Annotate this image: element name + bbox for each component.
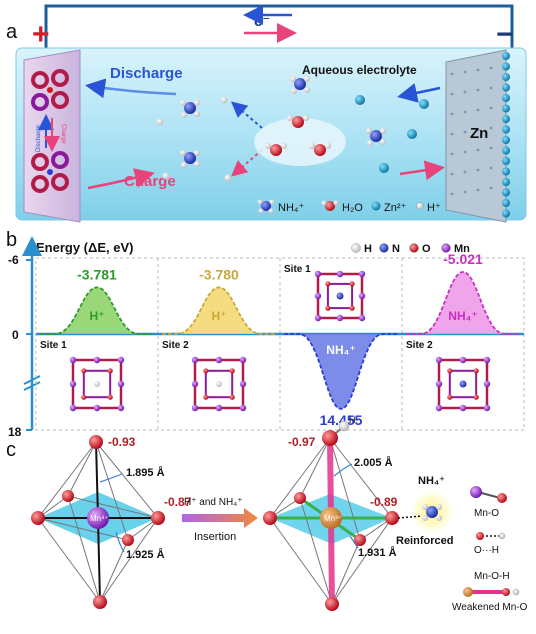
- y-tick-top: -6: [8, 253, 19, 267]
- zinc-anode: [445, 49, 507, 223]
- energy-peak-4: [406, 272, 520, 334]
- panel-b: b Energy (ΔE, eV) H N O Mn -6 0 18 -3.781 H⁺…: [6, 229, 525, 439]
- mn4-label: Mn⁴⁺: [90, 514, 109, 523]
- ion-label-4: NH₄⁺: [448, 309, 477, 323]
- panel-c: c Mn⁴⁺ -0.93 -0.87: [6, 415, 528, 613]
- panel-a-label: a: [6, 21, 18, 43]
- h-atom-label: H: [349, 415, 356, 425]
- legend-label-mn: Mn: [454, 243, 470, 255]
- discharge-arrow: [85, 78, 177, 99]
- hydrogen-bond: [397, 515, 423, 519]
- legend-weakened: Weakened Mn-O: [452, 602, 528, 613]
- energy-curve-1: [40, 286, 154, 335]
- legend-nh4: NH₄⁺: [278, 202, 304, 214]
- cathode-structure-bottom: [31, 151, 69, 193]
- energy-value-1: -3.781: [77, 266, 117, 282]
- energy-cell-3: 14.455 NH₄⁺ Site 1: [284, 264, 398, 428]
- site-label-1: Site 1: [40, 340, 67, 351]
- energy-curve-2: [162, 286, 276, 335]
- crystal-structures: [69, 270, 491, 412]
- energy-value-2: -3.780: [199, 266, 239, 282]
- discharge-label: Discharge: [110, 65, 183, 82]
- inner-discharge-label: Discharge: [36, 124, 42, 152]
- dissociation-arrow: [230, 101, 263, 129]
- energy-value-4: -5.021: [443, 251, 483, 267]
- energy-peak-1: [40, 287, 154, 334]
- legend-label-h: H: [364, 243, 372, 255]
- insertion-arrow: [182, 508, 258, 528]
- panel-b-label: b: [6, 229, 17, 251]
- site-label-4: Site 2: [406, 340, 433, 351]
- ammonium-molecules: [180, 76, 386, 168]
- legend-dot-mn: [441, 243, 451, 253]
- legend-h2o: H₂O: [342, 202, 363, 214]
- y-tick-bottom: 18: [8, 425, 22, 439]
- right-charge-right: -0.89: [370, 495, 398, 509]
- y-tick-zero: 0: [12, 328, 19, 342]
- energy-cell-2: -3.780 H⁺ Site 2: [162, 266, 276, 351]
- energy-value-3: 14.455: [320, 412, 363, 428]
- zn-discharge-arrow: [397, 83, 441, 103]
- bond-legend: Mn-O O···H Mn-O-H Weakened Mn-O: [452, 486, 528, 613]
- energy-peak-3: [284, 334, 398, 409]
- left-bond-upper: 1.895 Å: [126, 466, 165, 479]
- octahedron-before: [31, 435, 165, 609]
- nh4-molecule: [422, 504, 442, 521]
- zn-charge-arrow: [399, 160, 445, 181]
- electrolyte-label: Aqueous electrolyte: [302, 63, 417, 77]
- mn3-label: Mn³⁺: [324, 514, 342, 523]
- panel-a-legend: NH₄⁺ H₂O Zn²⁺ H⁺: [257, 199, 441, 214]
- axis-break: [23, 375, 41, 391]
- octahedron-after: [263, 420, 399, 611]
- association-arrow: [230, 149, 263, 177]
- reinforced-label: Reinforced: [396, 535, 453, 547]
- legend-mn-o-h: Mn-O-H: [474, 571, 510, 582]
- site-label-2: Site 2: [162, 340, 189, 351]
- panel-a: a + − e⁻ Discharge Charge: [6, 4, 527, 223]
- energy-peak-2: [162, 287, 276, 334]
- inner-charge-label: Charge: [60, 124, 66, 144]
- free-ions: [156, 95, 429, 182]
- legend-label-o: O: [422, 243, 431, 255]
- right-bond-upper: 2.005 Å: [354, 456, 393, 469]
- energy-cell-1: -3.781 H⁺ Site 1: [40, 266, 154, 351]
- positive-terminal: +: [32, 18, 50, 51]
- insertion-arrow-top: H⁺ and NH₄⁺: [184, 497, 243, 508]
- zinc-label: Zn: [470, 125, 488, 142]
- legend-label-n: N: [392, 243, 400, 255]
- legend-o-h: O···H: [474, 545, 499, 556]
- cathode-structure-top: [31, 69, 69, 111]
- panel-c-label: c: [6, 439, 16, 461]
- legend-dot-h: [351, 243, 361, 253]
- legend-mn-o: Mn-O: [474, 508, 499, 519]
- left-charge-right: -0.87: [164, 495, 192, 509]
- right-charge-top: -0.97: [288, 435, 316, 449]
- left-charge-top: -0.93: [108, 435, 136, 449]
- energy-axis-title: Energy (ΔE, eV): [36, 240, 133, 255]
- negative-terminal: −: [496, 18, 514, 51]
- charge-arrow: [87, 168, 155, 190]
- ion-label-2: H⁺: [212, 309, 227, 323]
- zinc-surface-atoms: [450, 52, 510, 218]
- ion-label-3: NH₄⁺: [326, 343, 355, 357]
- legend-h: H⁺: [427, 202, 441, 214]
- site-label-3: Site 1: [284, 264, 311, 275]
- element-legend: H N O Mn: [351, 243, 470, 255]
- energy-curve-3: [284, 333, 398, 410]
- ion-label-1: H⁺: [90, 309, 105, 323]
- external-circuit: [44, 4, 514, 52]
- legend-zn2: Zn²⁺: [384, 202, 407, 214]
- water-molecules: [265, 115, 331, 156]
- left-bond-lower: 1.925 Å: [126, 548, 165, 561]
- legend-dot-o: [409, 243, 419, 253]
- energy-cell-4: -5.021 NH₄⁺ Site 2: [406, 251, 520, 351]
- energy-curve-4: [406, 271, 520, 335]
- right-bond-lower: 1.931 Å: [358, 546, 397, 559]
- insertion-arrow-bottom: Insertion: [194, 531, 236, 543]
- legend-dot-n: [379, 243, 389, 253]
- nh4-label: NH₄⁺: [418, 475, 445, 487]
